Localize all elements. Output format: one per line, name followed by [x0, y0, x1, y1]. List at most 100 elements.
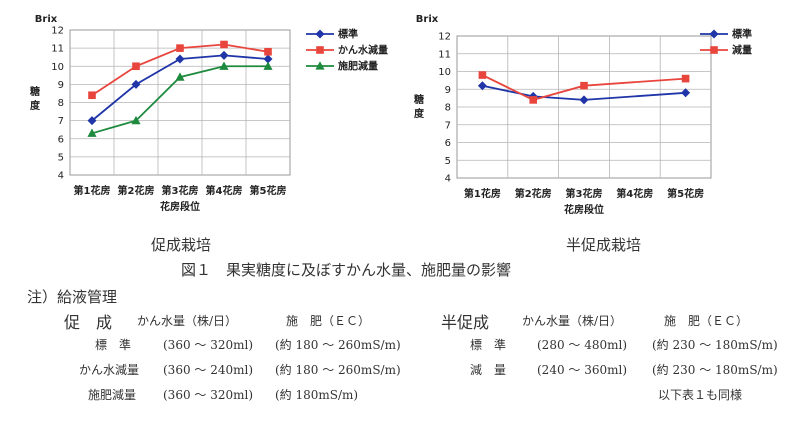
legend-label: 施肥減量	[338, 60, 378, 73]
note-right-row-water: (240 ～ 360ml)	[537, 363, 628, 377]
note-left-row-fert: (約 180 ～ 260mS/m)	[275, 338, 401, 352]
y-tick-label: 11	[438, 49, 451, 60]
note-right-row-fert: (約 230 ～ 180mS/m)	[652, 338, 778, 352]
legend-marker	[710, 46, 718, 54]
y-tick-label: 7	[58, 116, 64, 127]
note-right-col1: かん水量（株/日）	[522, 314, 623, 328]
note-right-col2: 施 肥（ＥＣ）	[664, 314, 749, 328]
x-tick-label: 第5花房	[250, 184, 287, 197]
y-tick-label: 10	[51, 62, 64, 73]
y-tick-label: 8	[445, 103, 451, 114]
series-2	[478, 71, 690, 104]
y-tick-label: 4	[445, 174, 451, 185]
y-axis-label: 糖度	[30, 85, 41, 112]
note-left-row-water: (360 ～ 320ml)	[163, 388, 254, 402]
x-tick-label: 第4花房	[616, 187, 653, 200]
series-line	[482, 74, 686, 101]
note-right-row-fert: (約 230 ～ 180mS/m)	[652, 363, 778, 377]
data-point	[264, 47, 272, 56]
y-tick-label: 7	[445, 120, 451, 131]
data-point	[131, 115, 141, 125]
y-tick-label: 6	[58, 134, 64, 145]
series-line	[482, 84, 686, 101]
note-left-row-fert: (約 180mS/m)	[275, 388, 359, 402]
y-tick-label: 4	[58, 171, 64, 182]
y-tick-label: 5	[445, 156, 451, 167]
legend-marker	[315, 29, 325, 39]
data-point	[175, 54, 185, 64]
note-left-title: 促 成	[64, 313, 113, 332]
data-point	[477, 81, 487, 91]
note-right-row-water: (280 ～ 480ml)	[537, 338, 628, 352]
series-3	[87, 61, 273, 137]
data-point	[263, 61, 273, 70]
x-tick-label: 第1花房	[464, 187, 501, 200]
y-tick-label: 5	[58, 152, 64, 163]
y-tick-label: 11	[51, 44, 64, 55]
data-point	[219, 50, 229, 60]
x-tick-label: 第4花房	[206, 184, 243, 197]
data-point	[579, 95, 589, 105]
note-left-row-water: (360 ～ 320ml)	[163, 338, 254, 352]
legend-label: かん水減量	[338, 44, 388, 57]
note-left-row-water: (360 ～ 240ml)	[163, 363, 254, 377]
left-chart-title: 促成栽培	[151, 236, 212, 254]
data-point	[219, 61, 229, 70]
x-tick-label: 第3花房	[566, 187, 603, 200]
note-left-row-label: 施肥減量	[88, 388, 137, 402]
legend-marker	[315, 61, 325, 70]
y-tick-label: 9	[58, 80, 64, 91]
data-point	[87, 116, 97, 126]
figure-caption: 図１ 果実糖度に及ぼすかん水量、施肥量の影響	[181, 261, 512, 279]
x-tick-label: 第5花房	[667, 187, 704, 200]
right-chart-title: 半促成栽培	[566, 236, 642, 254]
note-right-row-label: 標 準	[470, 338, 507, 352]
note-heading: 注）給液管理	[27, 288, 118, 306]
series-2	[88, 40, 272, 100]
note-left-row-label: かん水減量	[79, 363, 140, 377]
data-point	[478, 71, 487, 79]
note-left-row-label: 標 準	[95, 338, 132, 352]
chart-forcing: 4 5 6 7 8 9 10 11 12 第1花房 第2花房 第3花房 第4花房 第5花房 Brix 糖度花房…	[30, 14, 388, 213]
x-tick-label: 第2花房	[515, 187, 552, 200]
legend-marker	[316, 46, 324, 54]
data-point	[131, 79, 141, 89]
note-left-col2: 施 肥（ＥＣ）	[286, 314, 371, 328]
chart-semi-forcing: 4 5 6 7 8 9 10 11 12 第1花房 第2花房 第3花房 第4花房 第5花房 Brix 糖度花房…	[414, 14, 752, 216]
legend-label: 標準	[732, 28, 752, 41]
note-footer: 以下表１も同様	[658, 388, 743, 402]
data-point	[87, 128, 97, 137]
data-point	[263, 54, 273, 64]
y-axis-unit: Brix	[35, 14, 58, 25]
y-tick-label: 6	[445, 138, 451, 149]
legend-label: 減量	[732, 44, 752, 57]
y-axis-label: 糖度	[414, 93, 425, 120]
x-axis-label: 花房段位	[160, 200, 200, 213]
data-point	[176, 44, 184, 52]
note-left-row-fert: (約 180 ～ 260mS/m)	[275, 363, 401, 377]
x-tick-label: 第2花房	[118, 184, 155, 197]
data-point	[132, 62, 140, 71]
legend-marker	[709, 29, 719, 39]
series-1	[87, 50, 273, 126]
x-axis-label: 花房段位	[564, 203, 604, 216]
y-tick-label: 10	[438, 67, 451, 78]
y-tick-label: 8	[58, 98, 64, 109]
data-point	[88, 91, 96, 100]
y-tick-label: 12	[438, 32, 451, 43]
y-tick-label: 12	[51, 26, 64, 37]
note-left-col1: かん水量（株/日）	[137, 314, 238, 328]
note-right-row-label: 減 量	[470, 363, 507, 377]
data-point	[220, 40, 228, 49]
x-tick-label: 第3花房	[162, 184, 199, 197]
data-point	[681, 74, 690, 83]
data-point	[175, 72, 185, 81]
data-point	[681, 88, 691, 98]
data-point	[580, 81, 588, 90]
note-right-title: 半促成	[441, 313, 490, 332]
y-axis-unit: Brix	[416, 14, 439, 25]
legend-label: 標準	[338, 28, 358, 41]
data-point	[529, 96, 537, 104]
x-tick-label: 第1花房	[74, 184, 111, 197]
y-tick-label: 9	[445, 85, 451, 96]
